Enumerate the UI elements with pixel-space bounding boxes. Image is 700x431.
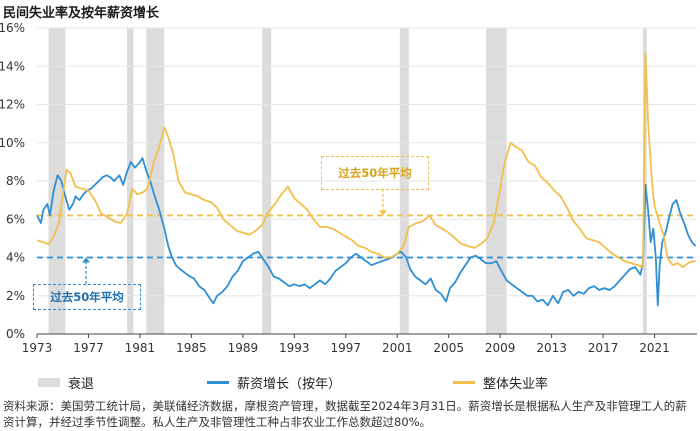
y-tick-label: 2% [6, 289, 25, 303]
y-tick-label: 12% [0, 98, 25, 112]
x-tick-label: 2017 [588, 341, 619, 355]
x-tick-label: 2005 [433, 341, 464, 355]
legend-swatch-recession [38, 378, 60, 387]
x-tick-label: 1977 [73, 341, 104, 355]
avg-arrow-unemployment [379, 210, 387, 216]
avg-annotation-unemployment: 过去50年平均 [321, 156, 429, 190]
legend-item-unemployment: 整体失业率 [453, 373, 548, 392]
x-tick-label: 1997 [330, 341, 361, 355]
x-tick-label: 2013 [536, 341, 567, 355]
legend-label-recession: 衰退 [68, 377, 95, 392]
legend-label-wage: 薪资增长（按年） [237, 377, 342, 392]
x-tick-label: 2009 [485, 341, 516, 355]
x-tick-label: 2001 [382, 341, 413, 355]
y-tick-label: 4% [6, 251, 25, 265]
legend-swatch-unemployment [453, 381, 475, 384]
y-tick-label: 14% [0, 59, 25, 73]
avg-annotation-wage: 过去50年平均 [33, 284, 141, 310]
x-tick-label: 2021 [639, 341, 670, 355]
chart-title: 民间失业率及按年薪资增长 [3, 6, 160, 21]
series-line-unemployment [36, 52, 696, 268]
x-tick-label: 1973 [22, 341, 53, 355]
y-tick-label: 0% [6, 327, 25, 341]
legend-item-wage: 薪资增长（按年） [207, 373, 341, 392]
x-tick-label: 1981 [125, 341, 156, 355]
y-tick-label: 8% [6, 174, 25, 188]
y-tick-label: 10% [0, 136, 25, 150]
x-tick-label: 1989 [228, 341, 259, 355]
legend-swatch-wage [207, 381, 229, 384]
y-tick-label: 16% [0, 21, 25, 35]
y-tick-label: 6% [6, 212, 25, 226]
series-line-wage-growth [36, 157, 697, 307]
avg-arrow-wage [82, 257, 90, 263]
source-note: 资料来源：美国劳工统计局，美联储经济数据，摩根资产管理，数据截至2024年3月3… [3, 399, 687, 429]
x-tick-label: 1993 [279, 341, 310, 355]
avg-annotation-wage-label: 过去50年平均 [50, 290, 124, 304]
legend-item-recession: 衰退 [38, 373, 94, 392]
avg-annotation-unemployment-label: 过去50年平均 [338, 166, 412, 180]
legend-label-unemployment: 整体失业率 [483, 377, 549, 392]
x-tick-label: 1985 [176, 341, 207, 355]
legend: 衰退 薪资增长（按年） 整体失业率 [0, 373, 700, 393]
